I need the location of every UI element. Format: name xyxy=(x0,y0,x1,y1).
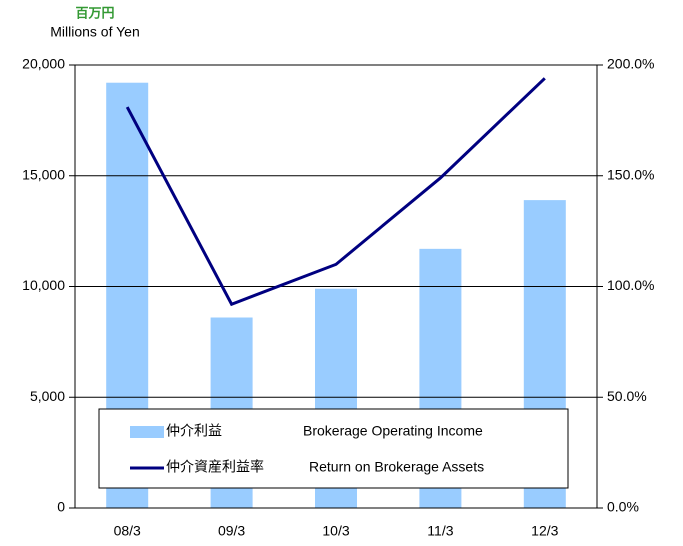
y-tick-label: 10,000 xyxy=(22,277,65,293)
y2-tick-label: 100.0% xyxy=(607,277,654,293)
y2-tick-label: 50.0% xyxy=(607,388,647,404)
x-tick-label: 10/3 xyxy=(322,523,349,539)
plot-frame xyxy=(74,64,598,509)
legend-swatch xyxy=(130,426,164,438)
y-tick-label: 20,000 xyxy=(22,56,65,72)
line xyxy=(125,77,546,307)
y2-tick-label: 150.0% xyxy=(607,166,654,182)
y-tick-label: 5,000 xyxy=(30,388,65,404)
unit-ja: 百万円 xyxy=(75,5,114,20)
legend-label: 仲介資産利益率 xyxy=(166,459,264,475)
legend-label: 仲介利益 xyxy=(166,423,222,439)
x-tick-label: 08/3 xyxy=(114,523,141,539)
x-tick-label: 11/3 xyxy=(427,523,453,539)
y2-tick-label: 200.0% xyxy=(607,56,654,72)
legend-label-en: Return on Brokerage Assets xyxy=(309,459,484,475)
x-tick-label: 12/3 xyxy=(531,523,558,539)
y-tick-label: 0 xyxy=(57,499,65,515)
x-tick-label: 09/3 xyxy=(218,523,245,539)
unit-en: Millions of Yen xyxy=(50,24,140,40)
y-tick-label: 15,000 xyxy=(22,166,65,182)
legend-box xyxy=(98,408,569,489)
legend-label-en: Brokerage Operating Income xyxy=(303,423,483,439)
y2-tick-label: 0.0% xyxy=(607,499,639,515)
